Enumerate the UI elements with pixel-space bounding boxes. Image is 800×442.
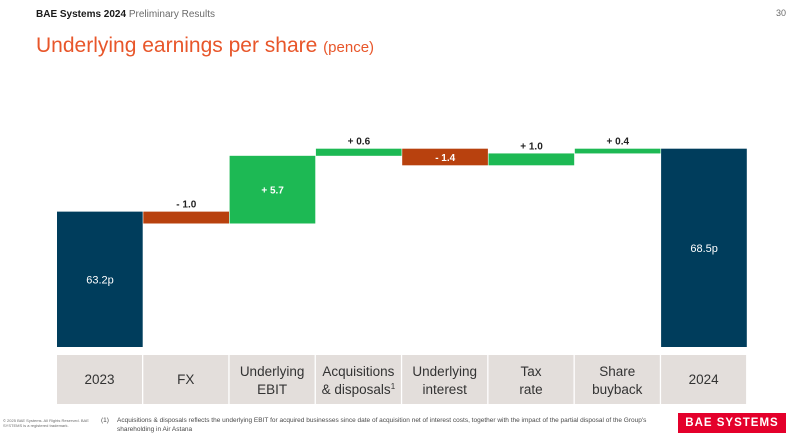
footnote-text: Acquisitions & disposals reflects the un…	[117, 417, 647, 433]
category-label: buyback	[592, 382, 643, 397]
category-box	[143, 355, 229, 404]
waterfall-bar-decrease	[402, 148, 488, 166]
bar-value-label: - 1.4	[435, 153, 455, 164]
category-label: & disposals1	[322, 382, 396, 397]
category-label: interest	[423, 382, 468, 397]
page-number: 30	[775, 8, 786, 18]
copyright-notice: © 2025 BAE Systems. All Rights Reserved.…	[3, 418, 89, 428]
category-box	[402, 355, 488, 404]
waterfall-bar-increase	[315, 148, 402, 156]
bar-value-label: + 0.6	[348, 137, 371, 148]
category-label: Acquisitions	[322, 364, 394, 379]
bae-systems-logo: BAE SYSTEMS	[678, 413, 786, 433]
title-unit: (pence)	[323, 39, 375, 56]
category-box	[661, 355, 747, 404]
category-label: 2024	[689, 372, 720, 387]
category-box	[229, 355, 315, 404]
category-box	[315, 355, 401, 404]
footnote: (1) Acquisitions & disposals reflects th…	[101, 416, 671, 434]
waterfall-bar-total	[661, 148, 747, 347]
category-label: 2023	[84, 372, 114, 387]
category-label: rate	[519, 382, 542, 397]
waterfall-bar-increase	[488, 153, 575, 166]
header-subtitle: Preliminary Results	[128, 9, 215, 20]
title-main: Underlying earnings per share	[36, 34, 318, 57]
header: BAE Systems 2024 Preliminary Results	[36, 9, 215, 20]
category-label: Tax	[520, 364, 541, 379]
category-box	[57, 355, 142, 404]
waterfall-bar-increase	[574, 148, 661, 154]
bar-value-label: 68.5p	[690, 243, 718, 255]
footnote-marker: 1	[391, 382, 396, 391]
category-label: Share	[599, 364, 635, 379]
waterfall-bar-total	[57, 211, 143, 347]
category-label: Underlying	[240, 364, 305, 379]
bar-value-label: + 5.7	[261, 186, 284, 197]
category-box	[574, 355, 660, 404]
category-box	[488, 355, 574, 404]
bar-value-label: + 1.0	[520, 141, 543, 152]
bar-value-label: 63.2p	[86, 274, 114, 286]
bar-value-label: + 0.4	[607, 137, 630, 148]
waterfall-bar-increase	[229, 155, 316, 224]
bar-value-label: - 1.0	[176, 200, 196, 211]
footnote-number: (1)	[101, 417, 109, 424]
category-label: FX	[177, 372, 194, 387]
header-company-year: BAE Systems 2024	[36, 9, 127, 20]
waterfall-bar-decrease	[143, 211, 229, 224]
category-label: Underlying	[412, 364, 477, 379]
page-title: Underlying earnings per share (pence)	[36, 34, 374, 58]
category-label: EBIT	[257, 382, 287, 397]
